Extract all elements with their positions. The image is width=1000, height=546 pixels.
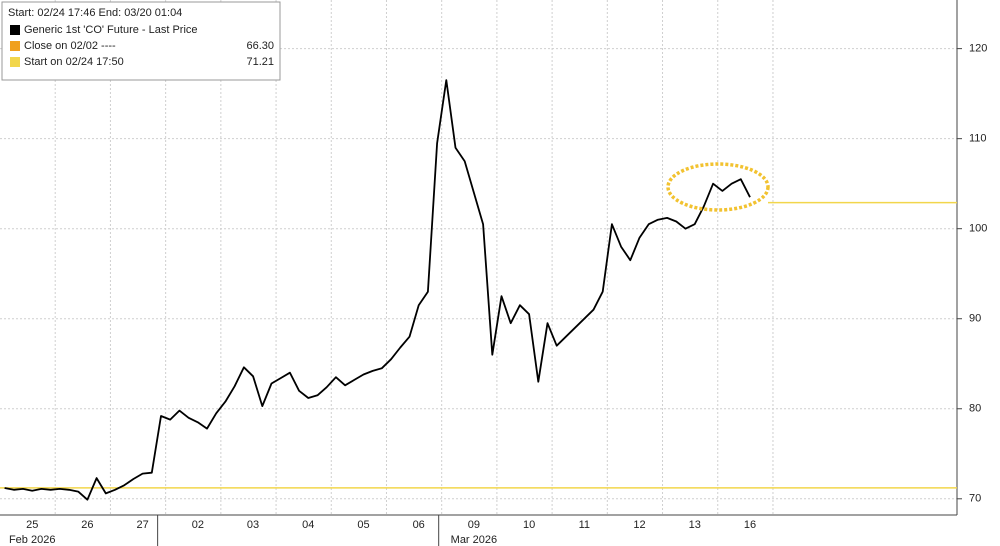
x-tick-label: 05 [357,519,369,531]
y-tick-label: 110 [969,133,987,145]
x-tick-label: 02 [192,519,204,531]
x-tick-label: 12 [633,519,645,531]
x-tick-label: 10 [523,519,535,531]
legend-label: Generic 1st 'CO' Future - Last Price [24,24,198,36]
x-tick-label: 11 [579,519,590,531]
legend-swatch [10,41,20,51]
legend-value: 71.21 [246,56,274,68]
price-line [4,79,751,501]
x-tick-label: 27 [137,519,149,531]
y-tick-label: 120 [969,43,987,55]
legend-box [1,1,281,81]
y-tick-label: 70 [969,493,981,505]
x-tick-label: 06 [413,519,425,531]
legend-swatch [10,57,20,67]
x-tick-label: 03 [247,519,259,531]
x-tick-label: 09 [468,519,480,531]
month-label: Feb 2026 [9,534,55,546]
legend-value: 66.30 [246,40,274,52]
header: Start: 02/24 17:46 End: 03/20 01:04 [8,7,182,19]
x-tick-label: 16 [744,519,756,531]
x-tick-label: 26 [81,519,93,531]
highlight-ellipse [666,162,770,212]
x-tick-label: 04 [302,519,314,531]
month-label: Mar 2026 [451,534,497,546]
legend-label: Close on 02/02 ---- [24,40,116,52]
legend-swatch [10,25,20,35]
y-tick-label: 90 [969,313,981,325]
y-tick-label: 80 [969,403,981,415]
x-tick-label: 25 [26,519,38,531]
legend-label: Start on 02/24 17:50 [24,56,124,68]
x-tick-label: 13 [689,519,701,531]
y-tick-label: 100 [969,223,987,235]
